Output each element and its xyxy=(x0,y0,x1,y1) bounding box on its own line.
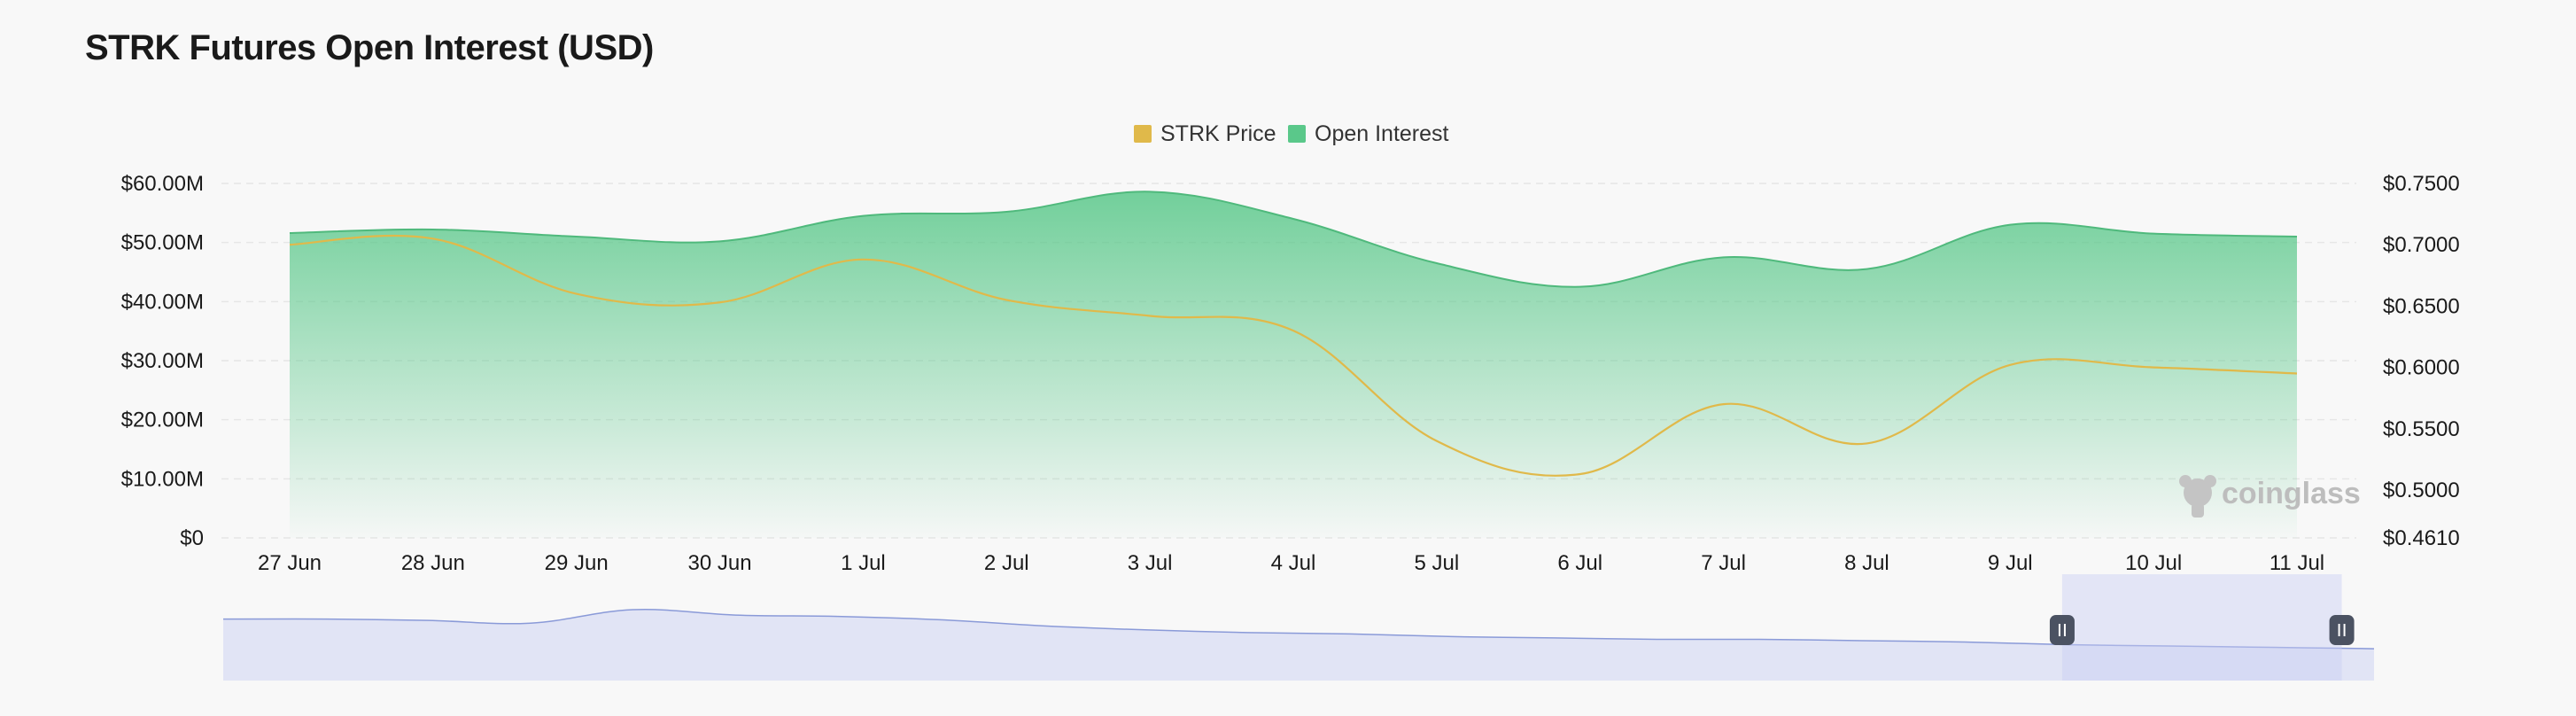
y-axis-right: $0.4610 $0.5000 $0.5500 $0.6000 $0.6500 $0.70… xyxy=(2383,172,2460,550)
open-interest-area xyxy=(290,191,2297,538)
x-tick-label: 28 Jun xyxy=(401,551,465,575)
page-title: STRK Futures Open Interest (USD) xyxy=(85,28,654,67)
x-tick-label: 8 Jul xyxy=(1844,551,1889,575)
coinglass-logo-icon xyxy=(2179,475,2216,518)
y-right-tick-label: $0.6500 xyxy=(2383,294,2460,318)
strk-price-line xyxy=(289,234,2298,477)
navigator-selection[interactable] xyxy=(2061,574,2342,681)
x-tick-label: 29 Jun xyxy=(545,551,609,575)
x-tick-label: 11 Jul xyxy=(2270,551,2324,575)
chart-legend: STRK Price Open Interest xyxy=(1134,121,1449,146)
y-left-tick-label: $30.00M xyxy=(121,349,204,373)
legend-swatch-open-interest[interactable] xyxy=(1288,125,1306,143)
y-axis-left: $0 $10.00M $20.00M $30.00M $40.00M $50.00M $60… xyxy=(121,172,204,550)
y-left-tick-label: $40.00M xyxy=(121,290,204,314)
coinglass-watermark: coinglass xyxy=(2179,475,2361,518)
x-tick-label: 3 Jul xyxy=(1128,551,1173,575)
watermark-text: coinglass xyxy=(2222,477,2361,510)
y-left-tick-label: $10.00M xyxy=(121,467,204,491)
navigator-handle-left[interactable] xyxy=(2049,615,2075,645)
legend-swatch-strk-price[interactable] xyxy=(1134,125,1152,143)
y-right-tick-label: $0.7500 xyxy=(2383,172,2460,196)
x-tick-label: 30 Jun xyxy=(688,551,752,575)
x-tick-label: 6 Jul xyxy=(1557,551,1602,575)
y-right-tick-label: $0.6000 xyxy=(2383,356,2460,380)
y-left-tick-label: $0 xyxy=(180,526,204,550)
navigator-handle-right[interactable] xyxy=(2329,615,2355,645)
navigator-line xyxy=(222,608,2375,650)
x-tick-label: 5 Jul xyxy=(1415,551,1460,575)
plot-area xyxy=(289,191,2298,538)
x-tick-label: 10 Jul xyxy=(2125,551,2182,575)
x-tick-label: 4 Jul xyxy=(1271,551,1316,575)
x-tick-label: 9 Jul xyxy=(1988,551,2033,575)
x-tick-label: 27 Jun xyxy=(258,551,322,575)
y-right-tick-label: $0.4610 xyxy=(2383,526,2460,550)
x-tick-label: 1 Jul xyxy=(841,551,886,575)
x-tick-label: 2 Jul xyxy=(984,551,1029,575)
legend-label-strk-price[interactable]: STRK Price xyxy=(1160,121,1276,146)
open-interest-line xyxy=(289,191,2298,288)
y-left-tick-label: $20.00M xyxy=(121,409,204,432)
y-left-tick-label: $50.00M xyxy=(121,231,204,255)
y-right-tick-label: $0.5000 xyxy=(2383,479,2460,502)
legend-label-open-interest[interactable]: Open Interest xyxy=(1315,121,1449,146)
y-right-tick-label: $0.5500 xyxy=(2383,417,2460,441)
range-navigator[interactable] xyxy=(222,574,2375,681)
y-left-tick-label: $60.00M xyxy=(121,172,204,196)
navigator-area xyxy=(223,609,2374,681)
x-axis: 27 Jun 28 Jun 29 Jun 30 Jun 1 Jul 2 Jul 3 Jul 4… xyxy=(258,551,2324,575)
x-tick-label: 7 Jul xyxy=(1701,551,1746,575)
y-right-tick-label: $0.7000 xyxy=(2383,233,2460,257)
